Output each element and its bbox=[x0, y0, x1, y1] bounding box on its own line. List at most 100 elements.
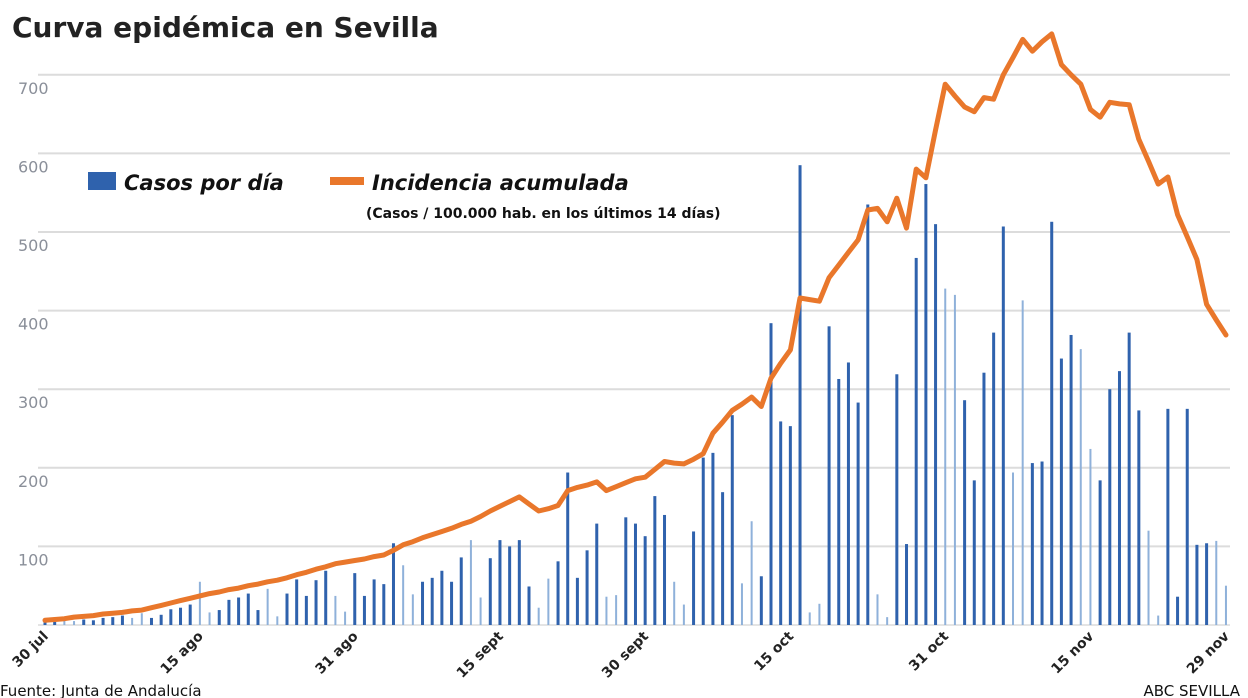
y-tick-label: 400 bbox=[18, 315, 49, 334]
x-tick-label: 30 jul bbox=[9, 629, 51, 671]
bar-26-sept bbox=[605, 596, 608, 625]
bar-28-oct bbox=[914, 257, 918, 625]
bar-21-ago bbox=[256, 610, 260, 625]
bar-7-oct bbox=[711, 452, 715, 625]
bar-6-oct bbox=[701, 457, 705, 625]
bars-casos-por-dia bbox=[43, 165, 1227, 626]
bar-6-nov bbox=[1001, 226, 1005, 626]
bar-2-nov bbox=[963, 400, 967, 625]
legend-line-label: Incidencia acumulada bbox=[372, 171, 629, 195]
bar-26-oct bbox=[895, 374, 899, 625]
x-tick-label: 29 nov bbox=[1184, 629, 1233, 678]
bar-10-sept bbox=[450, 581, 454, 625]
bar-19-oct bbox=[827, 326, 831, 625]
bar-1-sept bbox=[362, 595, 366, 625]
y-tick-label: 300 bbox=[18, 393, 49, 412]
bar-8-sept bbox=[430, 577, 434, 625]
bar-26-nov bbox=[1195, 544, 1199, 625]
bar-6-sept bbox=[411, 594, 414, 625]
bar-21-nov bbox=[1147, 530, 1150, 625]
bar-3-oct bbox=[673, 581, 676, 625]
x-tick-label: 15 oct bbox=[751, 628, 797, 674]
bar-14-oct bbox=[779, 421, 783, 625]
bar-19-ago bbox=[237, 597, 241, 625]
bar-13-nov bbox=[1069, 334, 1073, 625]
bar-29-sept bbox=[633, 523, 637, 625]
bar-25-oct bbox=[886, 617, 889, 625]
source-note: Fuente: Junta de Andalucía bbox=[0, 682, 202, 698]
bar-7-ago bbox=[120, 615, 124, 625]
bar-28-sept bbox=[624, 517, 628, 625]
bar-5-sept bbox=[402, 565, 405, 625]
bar-5-oct bbox=[692, 531, 696, 625]
bar-16-nov bbox=[1098, 480, 1102, 625]
bar-7-nov bbox=[1012, 472, 1014, 625]
bar-15-nov bbox=[1089, 448, 1092, 625]
bar-30-jul bbox=[43, 621, 47, 625]
bar-18-ago bbox=[227, 599, 231, 625]
bar-2-oct bbox=[663, 514, 667, 625]
bar-10-ago bbox=[149, 617, 153, 625]
bar-29-nov bbox=[1224, 585, 1227, 625]
bar-17-nov bbox=[1108, 389, 1112, 625]
bar-11-nov bbox=[1050, 221, 1054, 626]
bar-12-nov bbox=[1059, 358, 1063, 625]
bar-2-sept bbox=[372, 579, 376, 625]
x-tick-label: 15 nov bbox=[1048, 629, 1097, 678]
bar-4-ago bbox=[91, 620, 95, 625]
bar-31-oct bbox=[944, 288, 947, 625]
legend-line-swatch bbox=[330, 177, 364, 185]
legend: Casos por día Incidencia acumulada (Caso… bbox=[88, 171, 721, 222]
x-tick-label: 15 sept bbox=[454, 628, 507, 681]
bar-4-sept bbox=[391, 543, 395, 625]
x-tick-label: 31 oct bbox=[906, 628, 952, 674]
bar-3-ago bbox=[82, 619, 86, 625]
bar-25-sept bbox=[595, 523, 599, 625]
bar-11-sept bbox=[459, 557, 463, 625]
bar-17-sept bbox=[517, 540, 521, 625]
bar-9-oct bbox=[730, 415, 734, 625]
bar-28-ago bbox=[324, 570, 328, 625]
bar-24-sept bbox=[585, 550, 589, 625]
bar-4-oct bbox=[682, 604, 685, 625]
bar-13-ago bbox=[179, 607, 183, 625]
bar-2-ago bbox=[73, 621, 76, 625]
bar-12-ago bbox=[169, 609, 173, 625]
bar-25-nov bbox=[1185, 408, 1189, 625]
bar-19-sept bbox=[537, 607, 540, 625]
bar-8-nov bbox=[1021, 300, 1024, 625]
bar-16-oct bbox=[798, 165, 802, 625]
bar-27-nov bbox=[1205, 543, 1209, 625]
x-tick-label: 31 ago bbox=[312, 628, 361, 677]
bar-3-nov bbox=[972, 480, 976, 625]
bar-1-oct bbox=[653, 496, 657, 625]
legend-line-note: (Casos / 100.000 hab. en los últimos 14 … bbox=[366, 206, 721, 222]
bar-13-sept bbox=[479, 597, 482, 625]
bar-31-jul bbox=[53, 621, 57, 625]
bar-18-nov bbox=[1117, 371, 1121, 625]
bar-30-sept bbox=[643, 536, 647, 625]
bar-23-ago bbox=[276, 616, 279, 625]
y-tick-label: 500 bbox=[18, 236, 49, 255]
bar-20-oct bbox=[837, 378, 841, 625]
bar-23-oct bbox=[866, 204, 870, 626]
bar-3-sept bbox=[382, 584, 386, 625]
bar-22-oct bbox=[856, 402, 860, 625]
bar-17-ago bbox=[217, 610, 221, 625]
bar-14-ago bbox=[188, 604, 192, 625]
bar-1-nov bbox=[953, 294, 956, 625]
bar-28-nov bbox=[1215, 540, 1218, 625]
bar-24-ago bbox=[285, 593, 289, 625]
bar-16-ago bbox=[208, 612, 211, 625]
bar-23-nov bbox=[1166, 408, 1170, 625]
bar-22-nov bbox=[1157, 615, 1160, 625]
bar-17-oct bbox=[808, 612, 811, 625]
bar-24-nov bbox=[1176, 596, 1180, 625]
bar-20-sept bbox=[547, 578, 550, 625]
bar-10-nov bbox=[1040, 461, 1044, 625]
bar-20-ago bbox=[246, 593, 250, 625]
bar-8-oct bbox=[721, 492, 725, 625]
bar-27-oct bbox=[905, 544, 909, 625]
bar-11-ago bbox=[159, 614, 163, 625]
